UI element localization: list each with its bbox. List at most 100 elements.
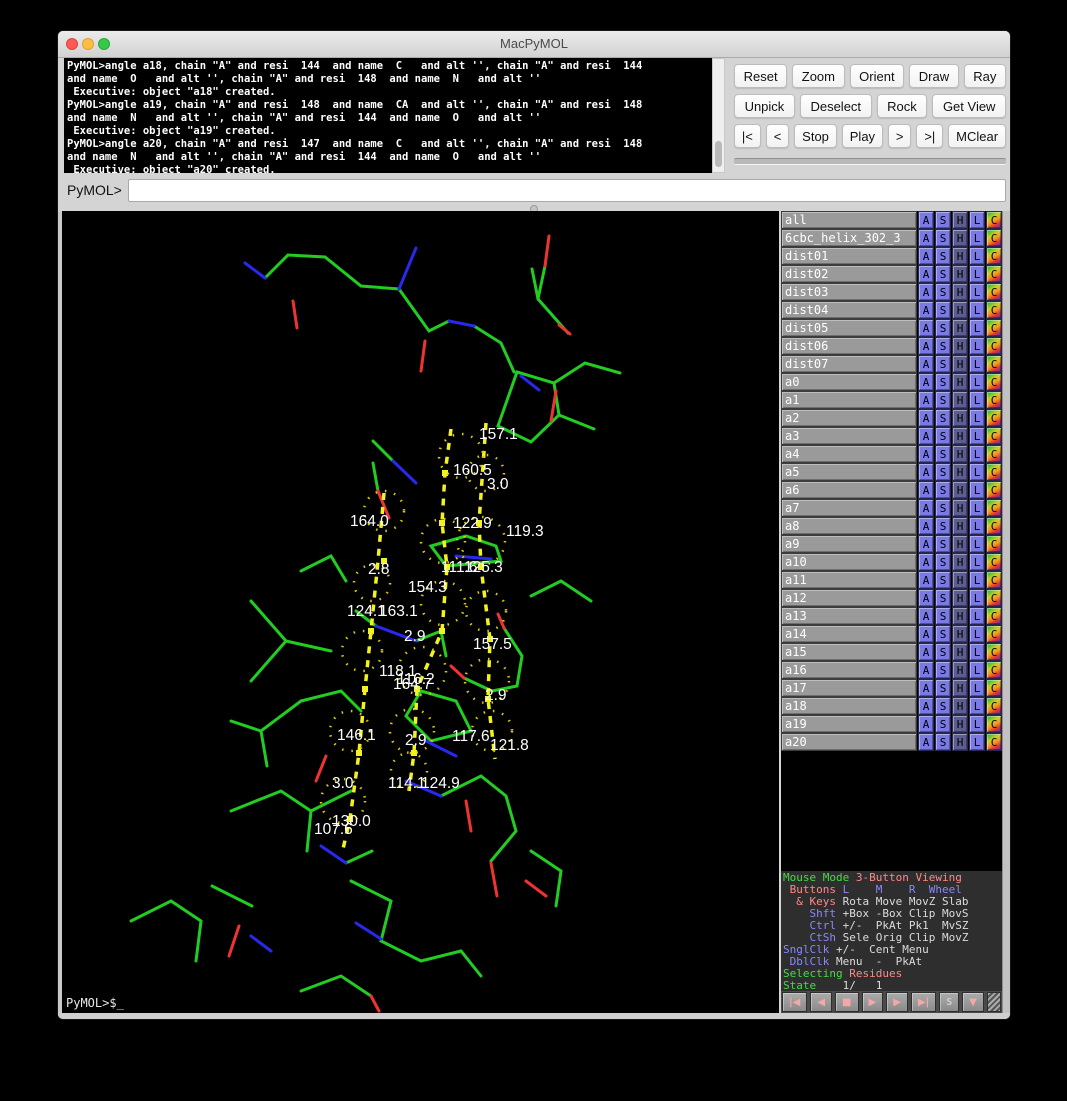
molecule-viewport[interactable]: 157.1 160.5 3.0 164.0 122.9 119.3 2.8 111.6 125.… bbox=[62, 211, 779, 1013]
stop-button[interactable]: Stop bbox=[794, 124, 837, 148]
object-h-menu-button[interactable]: H bbox=[952, 697, 968, 715]
console-output[interactable]: PyMOL>angle a18, chain "A" and resi 144 … bbox=[64, 58, 712, 173]
object-h-menu-button[interactable]: H bbox=[952, 427, 968, 445]
rewind-start-button[interactable]: |◀ bbox=[782, 992, 808, 1012]
object-a-menu-button[interactable]: A bbox=[918, 427, 934, 445]
object-l-menu-button[interactable]: L bbox=[969, 535, 985, 553]
object-name-a13[interactable]: a13 bbox=[781, 607, 917, 625]
object-s-menu-button[interactable]: S bbox=[935, 427, 951, 445]
object-name-dist05[interactable]: dist05 bbox=[781, 319, 917, 337]
object-h-menu-button[interactable]: H bbox=[952, 283, 968, 301]
object-l-menu-button[interactable]: L bbox=[969, 355, 985, 373]
object-c-menu-button[interactable]: C bbox=[986, 391, 1002, 409]
object-s-menu-button[interactable]: S bbox=[935, 463, 951, 481]
object-a-menu-button[interactable]: A bbox=[918, 391, 934, 409]
object-name-a2[interactable]: a2 bbox=[781, 409, 917, 427]
object-c-menu-button[interactable]: C bbox=[986, 283, 1002, 301]
object-a-menu-button[interactable]: A bbox=[918, 337, 934, 355]
object-s-menu-button[interactable]: S bbox=[935, 535, 951, 553]
object-name-dist03[interactable]: dist03 bbox=[781, 283, 917, 301]
object-s-menu-button[interactable]: S bbox=[935, 679, 951, 697]
object-name-a14[interactable]: a14 bbox=[781, 625, 917, 643]
object-name-all[interactable]: all bbox=[781, 211, 917, 229]
object-h-menu-button[interactable]: H bbox=[952, 337, 968, 355]
object-a-menu-button[interactable]: A bbox=[918, 409, 934, 427]
object-c-menu-button[interactable]: C bbox=[986, 517, 1002, 535]
object-s-menu-button[interactable]: S bbox=[935, 643, 951, 661]
object-c-menu-button[interactable]: C bbox=[986, 535, 1002, 553]
object-c-menu-button[interactable]: C bbox=[986, 247, 1002, 265]
object-c-menu-button[interactable]: C bbox=[986, 607, 1002, 625]
object-c-menu-button[interactable]: C bbox=[986, 445, 1002, 463]
object-l-menu-button[interactable]: L bbox=[969, 319, 985, 337]
object-h-menu-button[interactable]: H bbox=[952, 445, 968, 463]
object-name-a16[interactable]: a16 bbox=[781, 661, 917, 679]
object-c-menu-button[interactable]: C bbox=[986, 679, 1002, 697]
object-l-menu-button[interactable]: L bbox=[969, 715, 985, 733]
object-c-menu-button[interactable]: C bbox=[986, 301, 1002, 319]
object-c-menu-button[interactable]: C bbox=[986, 211, 1002, 229]
object-c-menu-button[interactable]: C bbox=[986, 571, 1002, 589]
object-h-menu-button[interactable]: H bbox=[952, 571, 968, 589]
object-c-menu-button[interactable]: C bbox=[986, 499, 1002, 517]
object-s-menu-button[interactable]: S bbox=[935, 409, 951, 427]
object-s-menu-button[interactable]: S bbox=[935, 337, 951, 355]
title-bar[interactable]: MacPyMOL bbox=[58, 31, 1010, 58]
object-h-menu-button[interactable]: H bbox=[952, 661, 968, 679]
object-h-menu-button[interactable]: H bbox=[952, 211, 968, 229]
object-l-menu-button[interactable]: L bbox=[969, 733, 985, 751]
object-a-menu-button[interactable]: A bbox=[918, 355, 934, 373]
object-h-menu-button[interactable]: H bbox=[952, 607, 968, 625]
object-c-menu-button[interactable]: C bbox=[986, 355, 1002, 373]
movie-frame-slider[interactable] bbox=[734, 158, 1006, 165]
object-a-menu-button[interactable]: A bbox=[918, 715, 934, 733]
play-button[interactable]: ▶ bbox=[861, 992, 884, 1012]
object-h-menu-button[interactable]: H bbox=[952, 409, 968, 427]
object-s-menu-button[interactable]: S bbox=[935, 319, 951, 337]
object-s-menu-button[interactable]: S bbox=[935, 697, 951, 715]
object-a-menu-button[interactable]: A bbox=[918, 247, 934, 265]
stop-button[interactable]: ■ bbox=[835, 992, 859, 1012]
object-h-menu-button[interactable]: H bbox=[952, 481, 968, 499]
object-s-menu-button[interactable]: S bbox=[935, 355, 951, 373]
object-s-menu-button[interactable]: S bbox=[935, 445, 951, 463]
object-c-menu-button[interactable]: C bbox=[986, 697, 1002, 715]
object-name-a3[interactable]: a3 bbox=[781, 427, 917, 445]
object-c-menu-button[interactable]: C bbox=[986, 715, 1002, 733]
pymol-command-input[interactable] bbox=[128, 179, 1006, 202]
object-a-menu-button[interactable]: A bbox=[918, 283, 934, 301]
object-s-menu-button[interactable]: S bbox=[935, 607, 951, 625]
object-h-menu-button[interactable]: H bbox=[952, 535, 968, 553]
zoom-window-icon[interactable] bbox=[98, 38, 110, 50]
object-s-menu-button[interactable]: S bbox=[935, 733, 951, 751]
object-a-menu-button[interactable]: A bbox=[918, 661, 934, 679]
object-a-menu-button[interactable]: A bbox=[918, 481, 934, 499]
object-s-menu-button[interactable]: S bbox=[935, 373, 951, 391]
object-name-a17[interactable]: a17 bbox=[781, 679, 917, 697]
object-l-menu-button[interactable]: L bbox=[969, 661, 985, 679]
object-name-a8[interactable]: a8 bbox=[781, 517, 917, 535]
object-c-menu-button[interactable]: C bbox=[986, 553, 1002, 571]
object-l-menu-button[interactable]: L bbox=[969, 247, 985, 265]
object-l-menu-button[interactable]: L bbox=[969, 499, 985, 517]
object-c-menu-button[interactable]: C bbox=[986, 481, 1002, 499]
play-button[interactable]: Play bbox=[841, 124, 883, 148]
object-h-menu-button[interactable]: H bbox=[952, 553, 968, 571]
object-h-menu-button[interactable]: H bbox=[952, 625, 968, 643]
object-h-menu-button[interactable]: H bbox=[952, 589, 968, 607]
object-l-menu-button[interactable]: L bbox=[969, 409, 985, 427]
object-c-menu-button[interactable]: C bbox=[986, 373, 1002, 391]
object-h-menu-button[interactable]: H bbox=[952, 247, 968, 265]
minimize-icon[interactable] bbox=[82, 38, 94, 50]
object-l-menu-button[interactable]: L bbox=[969, 229, 985, 247]
object-a-menu-button[interactable]: A bbox=[918, 373, 934, 391]
object-h-menu-button[interactable]: H bbox=[952, 229, 968, 247]
object-l-menu-button[interactable]: L bbox=[969, 211, 985, 229]
object-l-menu-button[interactable]: L bbox=[969, 553, 985, 571]
object-name-a12[interactable]: a12 bbox=[781, 589, 917, 607]
object-l-menu-button[interactable]: L bbox=[969, 445, 985, 463]
object-name-dist01[interactable]: dist01 bbox=[781, 247, 917, 265]
object-a-menu-button[interactable]: A bbox=[918, 643, 934, 661]
object-a-menu-button[interactable]: A bbox=[918, 301, 934, 319]
object-name-a20[interactable]: a20 bbox=[781, 733, 917, 751]
